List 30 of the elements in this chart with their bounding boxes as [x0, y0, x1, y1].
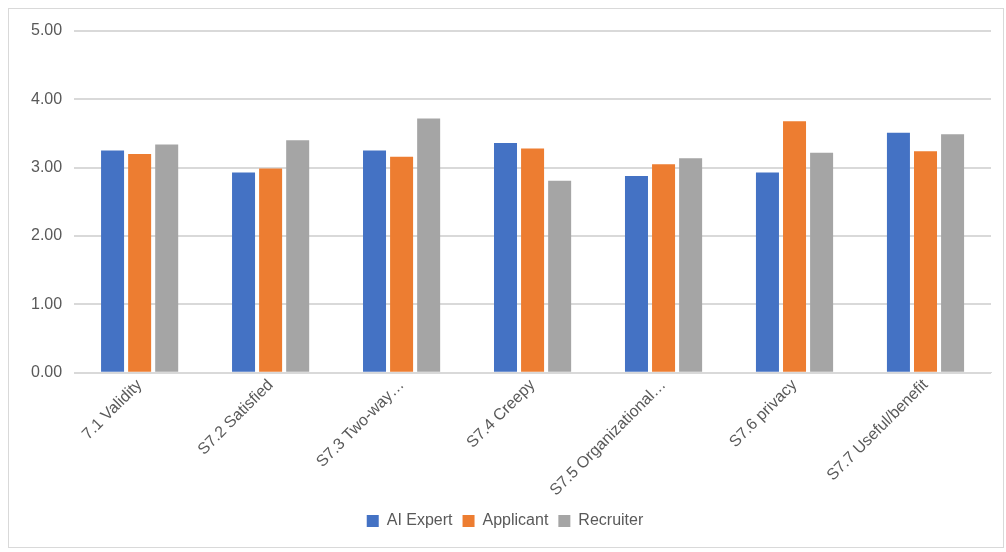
y-tick-label: 4.00 — [31, 89, 63, 107]
legend-label: Applicant — [482, 511, 549, 529]
bar — [259, 168, 283, 372]
bar — [363, 150, 387, 372]
y-tick-label: 1.00 — [31, 294, 63, 312]
y-tick-label: 2.00 — [31, 226, 63, 244]
bar — [810, 152, 834, 372]
bar — [914, 151, 938, 372]
bar — [155, 144, 179, 372]
bar — [417, 118, 441, 372]
legend-label: Recruiter — [578, 511, 644, 529]
bar — [679, 158, 703, 372]
bar — [755, 172, 779, 372]
bar — [548, 180, 572, 372]
bar — [286, 140, 310, 372]
bar — [783, 121, 807, 372]
bar — [101, 150, 125, 372]
legend-label: AI Expert — [386, 511, 454, 529]
y-tick-label: 0.00 — [31, 363, 63, 381]
bar — [886, 132, 910, 372]
bar — [652, 164, 676, 372]
bar — [624, 175, 648, 372]
bar — [128, 154, 152, 372]
y-tick-label: 3.00 — [31, 158, 63, 176]
bar — [494, 143, 518, 372]
y-tick-label: 5.00 — [31, 21, 63, 39]
bar — [941, 134, 965, 372]
bar — [521, 148, 545, 372]
bar — [390, 156, 414, 372]
bar — [232, 172, 256, 372]
